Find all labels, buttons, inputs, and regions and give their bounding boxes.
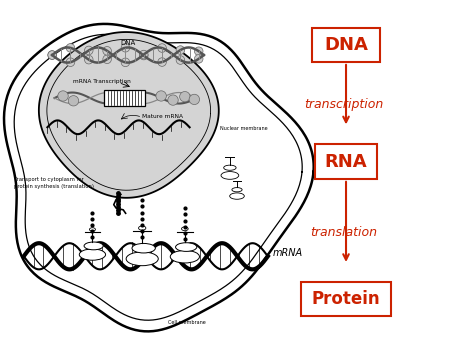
Ellipse shape	[176, 56, 185, 64]
Ellipse shape	[126, 252, 158, 266]
Ellipse shape	[58, 91, 68, 101]
Polygon shape	[4, 24, 314, 331]
Ellipse shape	[103, 46, 111, 55]
Text: Cell membrane: Cell membrane	[168, 320, 206, 325]
Text: DNA: DNA	[324, 36, 368, 54]
Text: DNA: DNA	[120, 40, 136, 46]
Ellipse shape	[103, 55, 111, 64]
Text: Mature mRNA: Mature mRNA	[142, 114, 183, 119]
Ellipse shape	[156, 91, 166, 101]
Ellipse shape	[48, 51, 56, 60]
Ellipse shape	[79, 249, 106, 260]
Text: Nuclear membrane: Nuclear membrane	[220, 127, 268, 131]
Ellipse shape	[232, 187, 242, 192]
Ellipse shape	[170, 250, 200, 263]
Text: Protein: Protein	[312, 290, 380, 308]
FancyBboxPatch shape	[301, 282, 391, 316]
FancyBboxPatch shape	[312, 28, 380, 62]
Ellipse shape	[121, 58, 130, 67]
Ellipse shape	[180, 92, 190, 102]
Ellipse shape	[121, 43, 130, 52]
Text: mRNA Transcription: mRNA Transcription	[73, 79, 131, 84]
Text: mRNA: mRNA	[273, 248, 303, 258]
Ellipse shape	[66, 44, 75, 52]
Ellipse shape	[158, 58, 166, 66]
Ellipse shape	[230, 193, 244, 199]
Ellipse shape	[139, 50, 148, 59]
Ellipse shape	[224, 165, 236, 170]
FancyBboxPatch shape	[315, 144, 377, 179]
Ellipse shape	[84, 46, 93, 55]
Ellipse shape	[194, 47, 203, 55]
Ellipse shape	[221, 172, 239, 179]
Ellipse shape	[176, 46, 185, 54]
Ellipse shape	[168, 95, 178, 105]
Text: Transport to cytoplasm for
protein synthesis (translation): Transport to cytoplasm for protein synth…	[14, 178, 94, 189]
Ellipse shape	[175, 243, 197, 251]
Ellipse shape	[84, 242, 103, 250]
Text: RNA: RNA	[325, 153, 367, 171]
Ellipse shape	[194, 55, 203, 63]
Ellipse shape	[158, 44, 166, 52]
Text: translation: translation	[310, 226, 377, 239]
FancyBboxPatch shape	[104, 90, 145, 106]
Ellipse shape	[84, 55, 93, 64]
Ellipse shape	[189, 94, 200, 105]
Polygon shape	[39, 32, 219, 198]
Text: transcription: transcription	[304, 98, 383, 111]
Ellipse shape	[132, 244, 155, 253]
Ellipse shape	[139, 51, 148, 60]
Ellipse shape	[68, 96, 79, 106]
Ellipse shape	[66, 58, 75, 66]
Ellipse shape	[48, 51, 56, 60]
